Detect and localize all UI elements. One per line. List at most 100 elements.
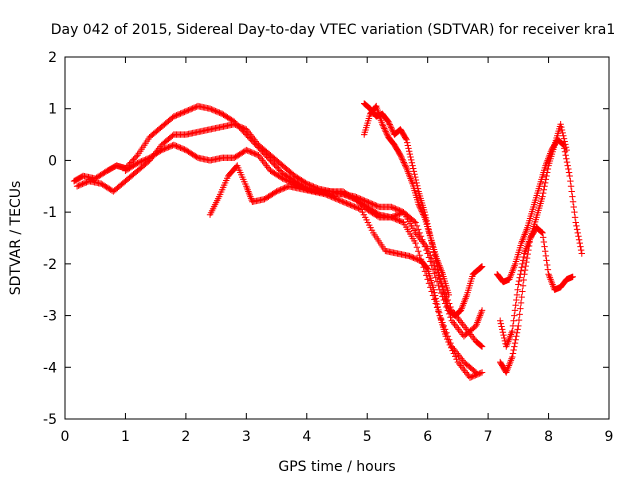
- data-point: [542, 252, 550, 260]
- data-point: [167, 142, 175, 150]
- data-point: [565, 169, 573, 176]
- data-point: [539, 229, 546, 237]
- data-point: [335, 196, 342, 203]
- data-point: [543, 172, 550, 180]
- data-point: [272, 189, 279, 196]
- data-point: [237, 123, 245, 131]
- data-point: [577, 246, 585, 254]
- data-point: [449, 347, 456, 354]
- data-point: [520, 253, 527, 261]
- data-point: [512, 302, 519, 309]
- data-point: [402, 163, 410, 170]
- data-point: [131, 154, 139, 162]
- data-point: [497, 320, 505, 327]
- data-point: [418, 208, 426, 215]
- data-point: [177, 144, 184, 151]
- data-point: [232, 121, 239, 129]
- data-point: [208, 106, 215, 113]
- data-point: [287, 178, 294, 186]
- data-point: [170, 141, 177, 149]
- data-point: [278, 185, 286, 193]
- data-point: [251, 150, 258, 157]
- data-point: [438, 280, 445, 288]
- data-point: [344, 200, 351, 208]
- data-point: [416, 252, 423, 259]
- data-point: [450, 350, 458, 357]
- data-point: [280, 185, 287, 192]
- data-point: [438, 283, 446, 291]
- data-point: [571, 214, 579, 221]
- data-point: [515, 281, 522, 288]
- data-point: [415, 201, 422, 208]
- data-point: [274, 187, 282, 195]
- data-point: [431, 270, 438, 277]
- data-point: [173, 112, 180, 119]
- data-point: [283, 177, 290, 184]
- data-point: [434, 303, 441, 311]
- y-tick-label: -4: [43, 360, 57, 376]
- data-point: [511, 339, 519, 347]
- data-point: [435, 309, 443, 316]
- data-point: [272, 162, 280, 170]
- data-point: [387, 122, 394, 130]
- x-tick-label: 0: [61, 429, 70, 445]
- data-point: [130, 156, 137, 163]
- data-point: [243, 146, 250, 154]
- data-point: [336, 197, 343, 204]
- data-point: [217, 110, 225, 117]
- data-point: [128, 157, 136, 165]
- data-point: [413, 222, 421, 230]
- data-point: [343, 200, 350, 207]
- x-axis-label: GPS time / hours: [278, 459, 395, 475]
- data-point: [411, 218, 418, 225]
- data-point: [417, 233, 425, 240]
- data-point: [405, 145, 412, 152]
- data-point: [428, 262, 435, 269]
- data-point: [252, 150, 259, 158]
- series-track-h: [497, 224, 576, 376]
- chart-title: Day 042 of 2015, Sidereal Day-to-day VTE…: [51, 22, 616, 38]
- data-point: [478, 307, 486, 314]
- data-point: [418, 206, 425, 214]
- data-point: [411, 171, 418, 178]
- data-point: [193, 153, 200, 161]
- data-point: [410, 168, 418, 175]
- data-point: [520, 276, 527, 284]
- data-point: [415, 256, 423, 264]
- data-point: [397, 218, 405, 225]
- data-point: [416, 229, 423, 237]
- data-point: [412, 173, 419, 181]
- data-point: [420, 212, 428, 220]
- data-point: [544, 165, 552, 173]
- data-point: [137, 158, 144, 166]
- data-point: [379, 122, 387, 129]
- data-point: [142, 156, 149, 163]
- data-point: [157, 147, 164, 155]
- data-point: [175, 144, 183, 151]
- data-point: [413, 243, 421, 251]
- data-point: [132, 160, 140, 168]
- data-point: [409, 254, 416, 261]
- series-track-f: [361, 102, 453, 299]
- data-point: [393, 216, 400, 223]
- y-tick-label: -1: [43, 205, 57, 221]
- data-point: [282, 184, 290, 191]
- data-point: [389, 204, 396, 211]
- data-point: [347, 201, 354, 209]
- data-point: [561, 148, 569, 156]
- data-point: [380, 123, 387, 131]
- data-point: [539, 189, 547, 197]
- data-point: [541, 179, 549, 187]
- data-point: [563, 158, 571, 166]
- y-tick-label: 0: [48, 153, 57, 169]
- data-point: [518, 264, 525, 271]
- data-point: [511, 343, 518, 350]
- data-point: [472, 372, 479, 379]
- data-point: [410, 254, 417, 262]
- data-point: [569, 273, 576, 280]
- data-point: [171, 142, 179, 149]
- data-point: [161, 145, 168, 153]
- data-point: [562, 141, 569, 148]
- data-point: [413, 179, 420, 187]
